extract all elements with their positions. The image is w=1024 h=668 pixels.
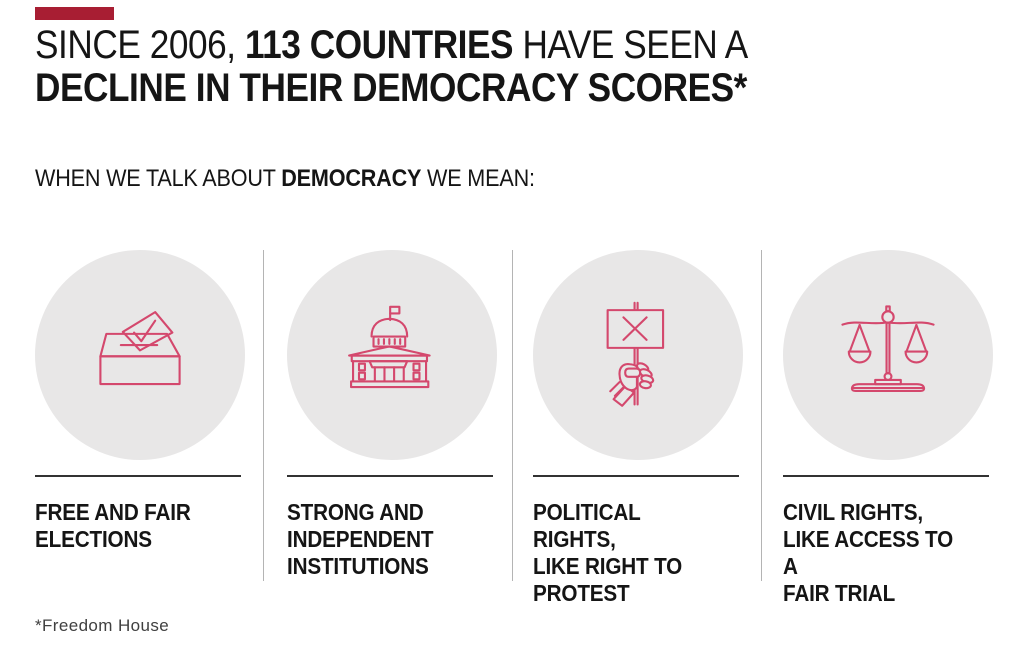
label-rule [533,475,739,477]
protest-sign-icon [606,301,665,407]
icon-circle [287,250,497,460]
headline-emphasis-countries: 113 COUNTRIES [244,23,514,67]
definition-column-institutions: STRONG AND INDEPENDENT INSTITUTIONS [287,250,497,580]
scales-of-justice-icon [841,305,935,392]
icon-circle [533,250,743,460]
subtitle: WHEN WE TALK ABOUT DEMOCRACY WE MEAN: [35,165,535,193]
icon-circle [783,250,993,460]
government-building-icon [348,305,431,389]
column-divider [263,250,264,581]
definition-label-institutions: STRONG AND INDEPENDENT INSTITUTIONS [287,499,434,579]
label-rule [783,475,989,477]
icon-circle [35,250,245,460]
footnote: *Freedom House [35,616,170,635]
brand-accent-bar [35,7,114,20]
definition-column-fair-trial: CIVIL RIGHTS, LIKE ACCESS TO A FAIR TRIA… [783,250,993,607]
column-divider [512,250,513,581]
label-rule [35,475,241,477]
definition-label-elections: FREE AND FAIR ELECTIONS [35,499,191,552]
definition-label-protest: POLITICAL RIGHTS, LIKE RIGHT TO PROTEST [533,499,683,606]
headline-line-1: SINCE 2006, 113 COUNTRIES HAVE SEEN A [35,24,748,67]
subtitle-emphasis-democracy: DEMOCRACY [281,165,422,192]
subtitle-text-2: WE MEAN: [421,165,535,192]
headline-text: SINCE 2006, [35,23,245,67]
definition-column-elections: FREE AND FAIR ELECTIONS [35,250,245,553]
definition-label-fair-trial: CIVIL RIGHTS, LIKE ACCESS TO A FAIR TRIA… [783,499,954,606]
label-rule [287,475,493,477]
column-divider [761,250,762,581]
headline: SINCE 2006, 113 COUNTRIES HAVE SEEN A DE… [35,24,748,110]
definitions-row: FREE AND FAIR ELECTIONS [0,250,1024,606]
definition-column-protest: POLITICAL RIGHTS, LIKE RIGHT TO PROTEST [533,250,743,607]
subtitle-text: WHEN WE TALK ABOUT [35,165,282,192]
headline-text-2: HAVE SEEN A [513,23,748,67]
headline-line-2: DECLINE IN THEIR DEMOCRACY SCORES* [35,66,747,110]
ballot-box-icon [99,311,181,386]
